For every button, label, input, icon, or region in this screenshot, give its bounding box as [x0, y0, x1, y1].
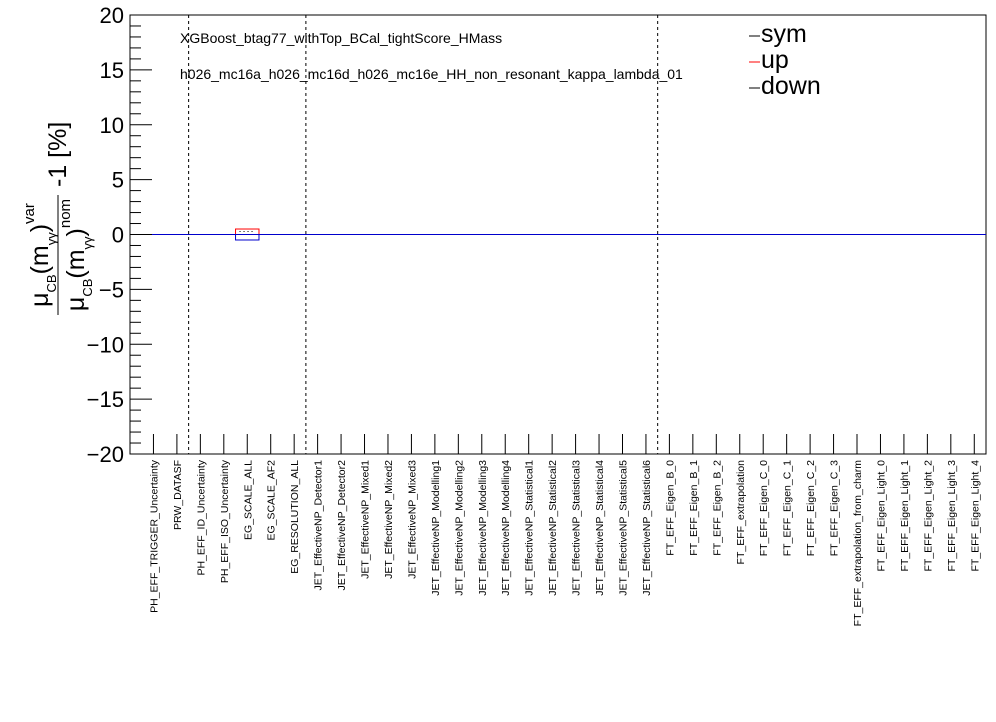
x-tick-label: EG_SCALE_ALL [242, 460, 254, 540]
down-variation-bar [235, 234, 260, 241]
x-tick-label: PH_EFF_TRIGGER_Uncertainty [148, 459, 160, 613]
x-tick-label: JET_EffectiveNP_Modelling3 [477, 460, 489, 596]
x-tick-label: FT_EFF_Eigen_B_1 [688, 460, 700, 556]
x-tick-label: JET_EffectiveNP_Detector2 [336, 460, 348, 591]
x-tick-label: EG_RESOLUTION_ALL [289, 460, 301, 574]
x-tick-label: EG_SCALE_AF2 [266, 460, 278, 541]
y-title-suffix: -1 [%] [44, 122, 72, 187]
y-tick-label: 5 [112, 168, 124, 193]
y-tick-label: 15 [100, 58, 124, 83]
x-tick-label: JET_EffectiveNP_Modelling1 [430, 460, 442, 596]
x-tick-label: JET_EffectiveNP_Statistical6 [641, 460, 653, 596]
y-title-numerator: μCB(mγγ)var [21, 203, 59, 307]
x-tick-label: FT_EFF_Eigen_Light_3 [946, 460, 958, 572]
x-tick-label: JET_EffectiveNP_Detector1 [313, 460, 325, 591]
x-tick-label: PH_EFF_ID_Uncertainty [195, 459, 207, 575]
annotation-selection: XGBoost_btag77_withTop_BCal_tightScore_H… [180, 30, 502, 46]
y-title-denominator: μCB(mγγ)nom [57, 199, 95, 311]
y-tick-label: −5 [99, 277, 124, 302]
x-tick-label: FT_EFF_extrapolation [735, 460, 747, 565]
x-tick-label: FT_EFF_Eigen_C_3 [829, 460, 841, 556]
y-tick-label: 20 [100, 3, 124, 28]
x-tick-label: JET_EffectiveNP_Mixed3 [406, 460, 418, 579]
up-variation-bar [235, 228, 260, 235]
x-tick-label: FT_EFF_Eigen_Light_1 [899, 460, 911, 572]
y-tick-label: 0 [112, 223, 124, 248]
x-tick-label: JET_EffectiveNP_Statistical4 [594, 460, 606, 596]
x-tick-label: JET_EffectiveNP_Mixed1 [360, 460, 372, 579]
legend-label-up: up [761, 46, 789, 74]
x-tick-label: FT_EFF_extrapolation_from_charm [852, 460, 864, 627]
y-tick-label: −15 [87, 387, 124, 412]
x-tick-label: PRW_DATASF [172, 460, 184, 530]
x-tick-label: FT_EFF_Eigen_C_1 [782, 460, 794, 556]
y-tick-label: −10 [87, 332, 124, 357]
x-tick-label: FT_EFF_Eigen_C_0 [758, 460, 770, 556]
x-tick-label: JET_EffectiveNP_Statistical2 [547, 460, 559, 596]
legend-label-sym: sym [761, 20, 807, 48]
x-tick-label: FT_EFF_Eigen_Light_2 [922, 460, 934, 572]
x-tick-label: JET_EffectiveNP_Modelling4 [500, 460, 512, 596]
x-tick-label: JET_EffectiveNP_Statistical5 [617, 460, 629, 596]
legend-label-down: down [761, 72, 821, 100]
x-tick-label: JET_EffectiveNP_Statistical3 [571, 460, 583, 596]
x-tick-label: JET_EffectiveNP_Statistical1 [524, 460, 536, 596]
x-tick-label: FT_EFF_Eigen_Light_0 [875, 460, 887, 572]
x-tick-label: FT_EFF_Eigen_C_2 [805, 460, 817, 556]
y-tick-label: 10 [100, 113, 124, 138]
x-tick-label: FT_EFF_Eigen_B_2 [711, 460, 723, 556]
x-tick-label: JET_EffectiveNP_Modelling2 [453, 460, 465, 596]
x-tick-label: PH_EFF_ISO_Uncertainty [219, 459, 231, 583]
x-tick-label: FT_EFF_Eigen_B_0 [664, 460, 676, 556]
x-tick-label: JET_EffectiveNP_Mixed2 [383, 460, 395, 579]
x-tick-label: FT_EFF_Eigen_Light_4 [969, 460, 981, 572]
annotation-sample: h026_mc16a_h026_mc16d_h026_mc16e_HH_non_… [180, 66, 683, 82]
y-tick-label: −20 [87, 442, 124, 467]
